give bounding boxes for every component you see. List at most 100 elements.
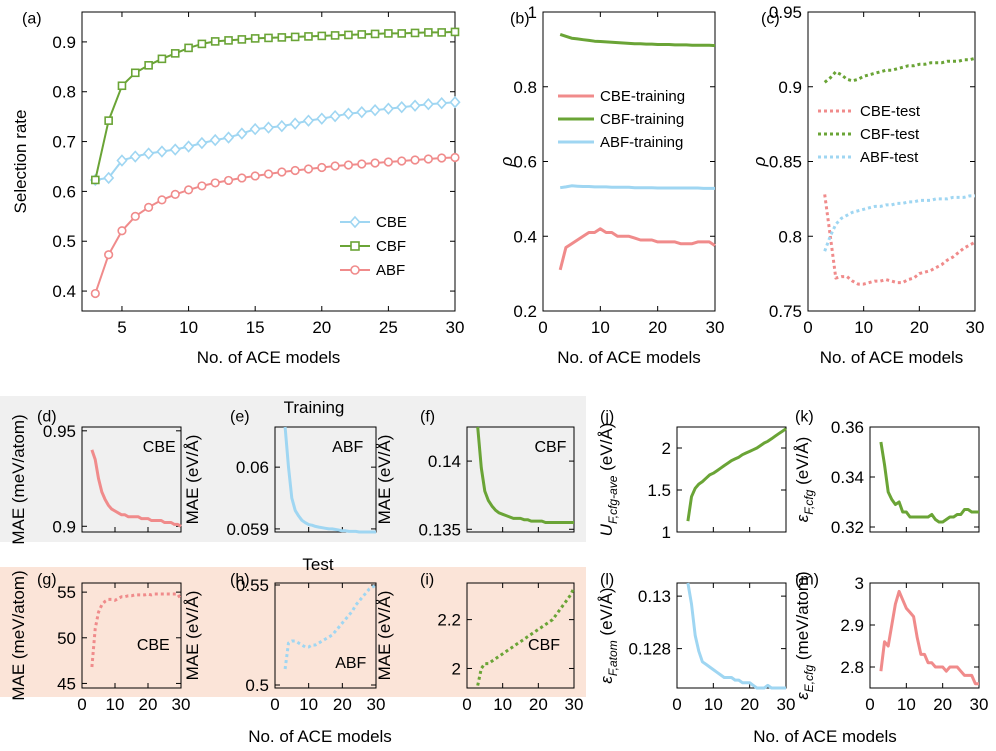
series-line-j-cbf (686, 427, 787, 522)
data-point-cbf (250, 34, 260, 43)
x-tick-label-h: 10 (299, 695, 318, 714)
panel-k: (k) 0.32 0.34 0.36 εF,cfg (eV/Å) (793, 408, 980, 537)
y-tick-label-m: 2.9 (840, 616, 864, 635)
data-point-cbf (370, 29, 380, 39)
data-point-cbe (302, 114, 315, 127)
legend-label-cbe: CBE (376, 214, 407, 231)
y-tick-label-j: 1.5 (647, 481, 671, 500)
y-tick-label-b: 0.6 (513, 153, 537, 172)
data-point-cbe (316, 112, 328, 125)
data-point-cbf (170, 49, 180, 58)
panel-l: (l) 0.128 0.13 0 10 20 30 εF,atom (eV/Å) (597, 571, 795, 714)
x-tick-label-g: 20 (139, 695, 158, 714)
y-tick-label-a: 0.8 (52, 83, 76, 102)
y-tick-label-a: 0.6 (52, 182, 76, 201)
panel-label-j: (j) (600, 408, 614, 425)
series-line-m-cbe (879, 589, 979, 686)
data-point-abf (343, 160, 354, 170)
y-tick-label-e: 0.059 (226, 520, 269, 539)
x-tick-label-m: 10 (897, 695, 916, 714)
data-point-cbe (103, 171, 115, 185)
data-point-abf (410, 155, 420, 165)
annotation-g: CBE (137, 637, 170, 654)
y-label-sub-l: F,atom (606, 640, 620, 676)
x-axis-label-b: No. of ACE models (557, 348, 701, 367)
y-label-unit-m: (meV/atom) (793, 571, 812, 665)
data-point-abf (370, 158, 380, 168)
x-tick-label-c: 10 (854, 318, 873, 337)
x-tick-label-g: 30 (172, 695, 191, 714)
y-tick-label-e: 0.06 (236, 458, 269, 477)
legend-b: CBE-training CBF-training ABF-training (558, 88, 685, 151)
data-point-cbf (117, 81, 127, 91)
y-tick-label-h: 0.5 (245, 676, 269, 695)
x-tick-label-m: 30 (970, 695, 989, 714)
panel-label-b: (b) (510, 10, 530, 27)
plot-area-h (274, 582, 377, 689)
y-axis-label-d: MAE (meV/atom) (9, 414, 28, 544)
data-point-cbe (342, 107, 355, 120)
data-point-abf (290, 165, 300, 176)
y-tick-label-b: 0.4 (513, 227, 537, 246)
data-point-cbf (357, 30, 367, 39)
y-tick-label-c: 0.9 (778, 78, 802, 97)
y-tick-label-j: 2 (662, 439, 671, 458)
data-point-cbf (290, 32, 300, 42)
x-tick-label-a: 30 (446, 318, 465, 337)
x-tick-label-g: 10 (106, 695, 125, 714)
data-point-cbe (369, 103, 381, 117)
y-tick-label-a: 0.7 (52, 133, 76, 152)
data-point-cbf (410, 28, 420, 38)
y-label-main-j: U (597, 523, 616, 536)
y-label-sub-m: E,cfg (802, 665, 816, 693)
x-tick-label-l: 0 (672, 695, 681, 714)
data-point-cbe (436, 96, 448, 110)
data-point-cbf (437, 28, 446, 37)
data-point-cbf (397, 29, 407, 38)
data-point-cbf (144, 61, 153, 70)
y-tick-label-l: 0.13 (638, 587, 671, 606)
y-label-sub-j: F,cfg-ave (606, 475, 620, 524)
y-label-unit-k: (eV/Å) (793, 437, 812, 490)
x-tick-label-i: 0 (462, 695, 471, 714)
series-line-f-cbf (476, 426, 574, 524)
x-tick-label-i: 30 (565, 695, 584, 714)
data-point-cbf (237, 35, 247, 44)
y-axis-label-m: εE,cfg (meV/atom) (793, 571, 816, 699)
y-label-main-k: ε (793, 514, 812, 522)
legend-label-cbf-test: CBF-test (860, 126, 920, 143)
y-label-unit-j: (eV/Å) (597, 423, 616, 476)
y-tick-label-d: 0.9 (52, 517, 76, 536)
panel-label-m: (m) (795, 571, 819, 588)
data-point-abf (383, 157, 393, 167)
data-point-cbf (91, 175, 100, 185)
panel-label-f: (f) (420, 408, 435, 425)
data-point-cbf (304, 32, 313, 41)
legend-marker (349, 215, 361, 229)
data-point-cbf (157, 54, 167, 64)
data-point-cbf (317, 31, 327, 41)
panel-label-c: (c) (761, 10, 780, 27)
x-tick-label-h: 0 (270, 695, 279, 714)
series-line-h-abf (283, 583, 377, 670)
y-axis-label-j: UF,cfg-ave (eV/Å) (597, 423, 620, 537)
test-row-background (0, 567, 586, 697)
legend-a: CBE CBF ABF (340, 214, 407, 279)
plot-area-f (466, 426, 575, 533)
data-point-abf (144, 202, 154, 212)
y-axis-label-i: MAE (eV/Å) (375, 591, 394, 681)
series-line-k-cbf (879, 441, 979, 524)
data-point-abf (263, 169, 274, 179)
annotation-d: CBE (143, 439, 176, 456)
y-label-main-l: ε (597, 676, 616, 684)
panel-d: (d) 0.9 0.95 MAE (meV/atom) CBE (9, 408, 182, 545)
x-axis-label-a: No. of ACE models (197, 348, 341, 367)
panel-label-g: (g) (37, 571, 57, 588)
panel-label-k: (k) (795, 408, 814, 425)
bottom-xlabel-left: No. of ACE models (248, 727, 392, 746)
data-point-cbe (182, 140, 195, 153)
data-point-cbf (104, 116, 113, 125)
data-point-cbf (210, 37, 220, 46)
plot-area-b (542, 11, 716, 312)
